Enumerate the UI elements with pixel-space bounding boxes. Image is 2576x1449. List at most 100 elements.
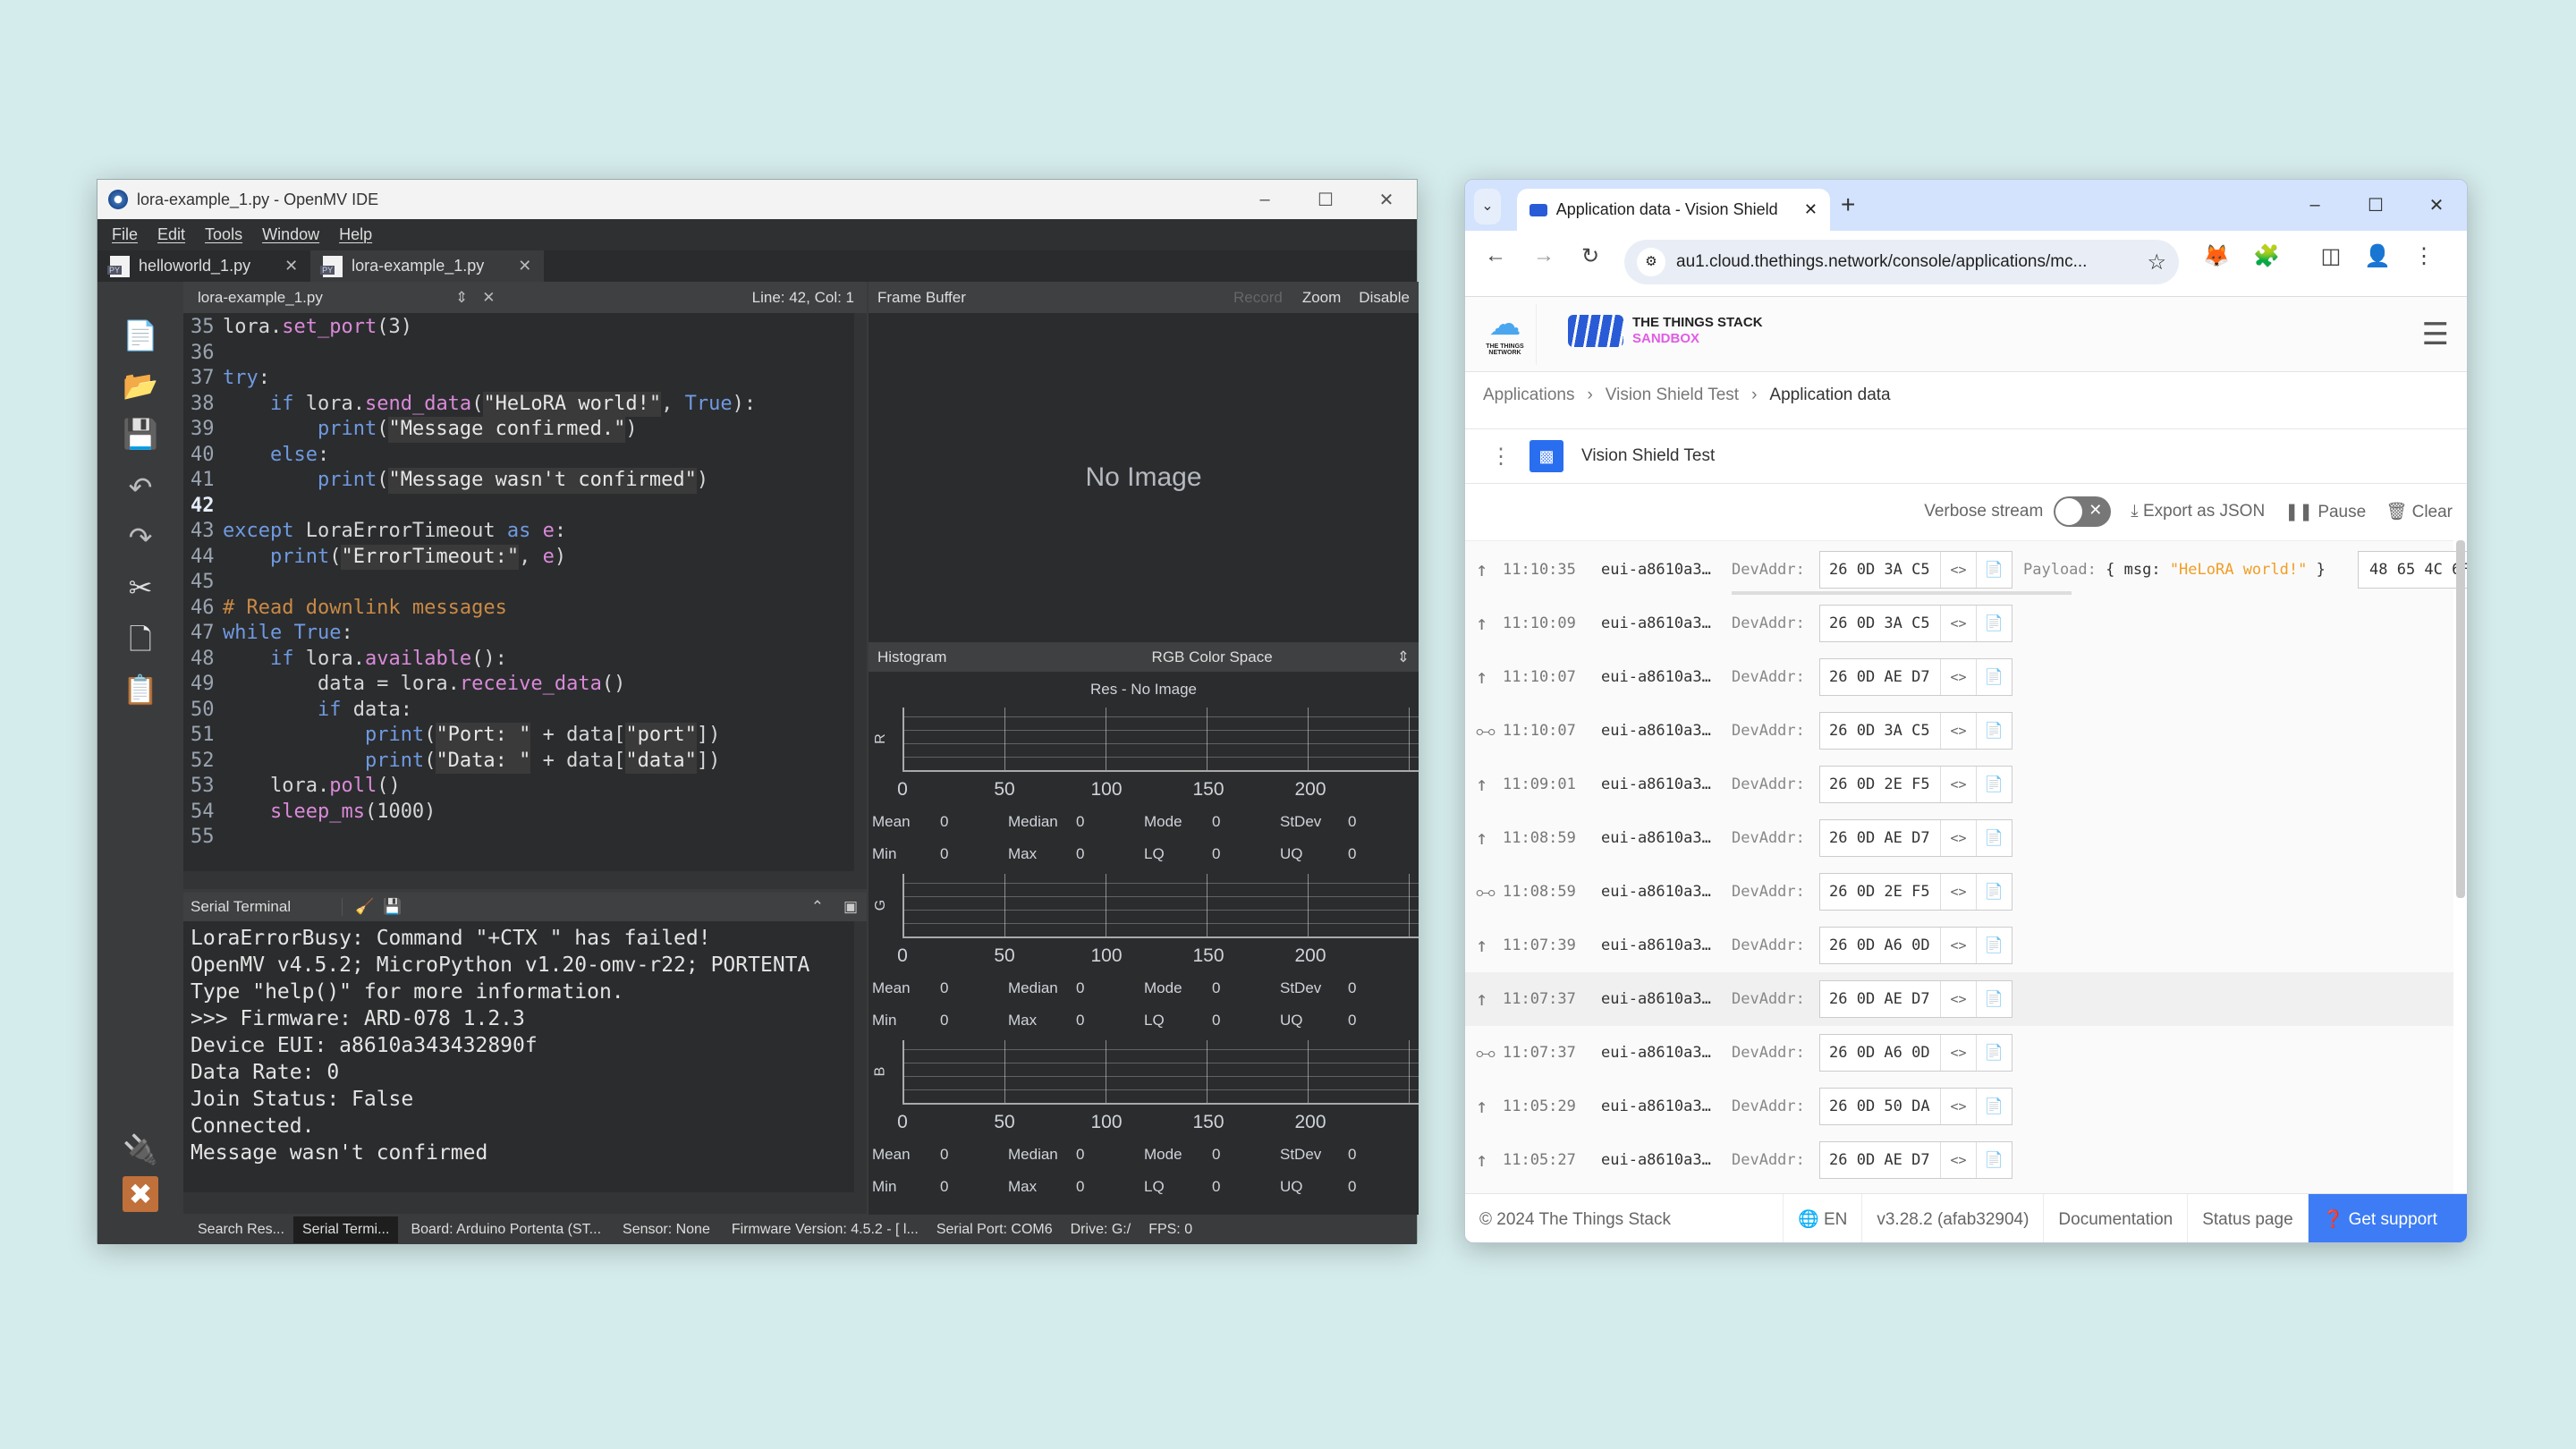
tab-close-icon[interactable]: ✕: [1803, 200, 1818, 218]
tab-helloworld[interactable]: helloworld_1.py ✕: [97, 250, 310, 282]
clear-terminal-icon[interactable]: 🧹: [355, 898, 375, 915]
serial-terminal-output[interactable]: LoraErrorBusy: Command "+CTX " has faile…: [183, 921, 854, 1192]
copy-icon[interactable]: 📄: [1984, 722, 2004, 740]
reload-icon[interactable]: ↻: [1580, 244, 1600, 268]
copy-icon[interactable]: 📄: [1984, 1044, 2004, 1062]
device-id[interactable]: eui-a8610a3…: [1601, 1044, 1711, 1062]
chrome-menu-icon[interactable]: ⋮: [2413, 244, 2435, 268]
tab-search-chevron-icon[interactable]: ⌄: [1474, 189, 1501, 225]
close-button[interactable]: ✕: [1378, 190, 1394, 210]
disable-button[interactable]: Disable: [1359, 288, 1410, 306]
tab-close-icon[interactable]: ✕: [518, 257, 532, 275]
device-id[interactable]: eui-a8610a3…: [1601, 614, 1711, 632]
event-row[interactable]: ↑ 11:10:07 eui-a8610a3… DevAddr: 26 0D AE D7…: [1465, 650, 2453, 704]
device-id[interactable]: eui-a8610a3…: [1601, 936, 1711, 954]
site-settings-icon[interactable]: ⚙: [1637, 248, 1665, 276]
event-row[interactable]: ↑ 11:10:09 eui-a8610a3… DevAddr: 26 0D 3A C5…: [1465, 597, 2453, 650]
copy-icon[interactable]: 📄: [1984, 1097, 2004, 1115]
terminal-vertical-scrollbar[interactable]: [854, 921, 867, 1192]
color-space-select[interactable]: RGB Color Space: [1151, 648, 1273, 665]
toggle-format-icon[interactable]: <>: [1941, 713, 1977, 749]
language-select[interactable]: 🌐 EN: [1784, 1193, 1863, 1242]
close-button[interactable]: ✕: [2428, 196, 2445, 216]
more-options-icon[interactable]: ⋮: [1490, 444, 1512, 469]
device-id[interactable]: eui-a8610a3…: [1601, 883, 1711, 901]
editor-file-name[interactable]: lora-example_1.py: [198, 288, 323, 306]
status-item[interactable]: Serial Termi...: [292, 1216, 399, 1243]
device-id[interactable]: eui-a8610a3…: [1601, 561, 1711, 579]
menu-edit[interactable]: Edit: [157, 225, 186, 243]
event-row[interactable]: ↑ 11:07:37 eui-a8610a3… DevAddr: 26 0D AE D7…: [1465, 972, 2453, 1026]
ttn-network-logo[interactable]: ☁ THE THINGS NETWORK: [1474, 304, 1537, 365]
close-editor-icon[interactable]: ✕: [482, 288, 496, 306]
pause-button[interactable]: ❚❚ Pause: [2284, 502, 2367, 521]
copy-icon[interactable]: 📄: [1984, 668, 2004, 686]
code-editor[interactable]: 35 lora. set_port (3) 36 37 try:38 if lora. sen…: [183, 313, 854, 871]
maximize-button[interactable]: ☐: [1318, 190, 1334, 210]
menu-window[interactable]: Window: [262, 225, 320, 243]
tab-close-icon[interactable]: ✕: [284, 257, 299, 275]
extensions-puzzle-icon[interactable]: 🧩: [2253, 244, 2280, 268]
event-row[interactable]: ↑ 11:05:27 eui-a8610a3… DevAddr: 26 0D AE D7…: [1465, 1133, 2453, 1187]
side-panel-icon[interactable]: ◫: [2320, 244, 2342, 268]
toggle-format-icon[interactable]: <>: [1941, 1089, 1977, 1124]
minimize-button[interactable]: –: [2309, 195, 2320, 215]
copy-icon[interactable]: 📄: [1984, 936, 2004, 954]
event-row[interactable]: ⧟ 11:08:59 eui-a8610a3… DevAddr: 26 0D 2E F5…: [1465, 865, 2453, 919]
new-tab-icon[interactable]: +: [1841, 191, 1856, 218]
tab-lora-example[interactable]: lora-example_1.py ✕: [310, 250, 545, 282]
event-row[interactable]: ↑ 11:08:59 eui-a8610a3… DevAddr: 26 0D AE D7…: [1465, 811, 2453, 865]
toggle-format-icon[interactable]: <>: [1941, 981, 1977, 1017]
device-id[interactable]: eui-a8610a3…: [1601, 1097, 1711, 1115]
file-switch-icon[interactable]: ⇕: [455, 288, 469, 306]
event-row[interactable]: ⧟ 11:10:07 eui-a8610a3… DevAddr: 26 0D 3A C5…: [1465, 704, 2453, 758]
toggle-format-icon[interactable]: <>: [1941, 552, 1977, 588]
toggle-format-icon[interactable]: <>: [1941, 874, 1977, 910]
device-id[interactable]: eui-a8610a3…: [1601, 722, 1711, 740]
copy-icon[interactable]: 📄: [1984, 775, 2004, 793]
redo-icon[interactable]: ↷: [128, 521, 153, 554]
hamburger-menu-icon[interactable]: ☰: [2421, 318, 2449, 352]
status-page-link[interactable]: Status page: [2188, 1193, 2309, 1242]
toggle-format-icon[interactable]: <>: [1941, 767, 1977, 802]
save-terminal-icon[interactable]: 💾: [383, 898, 402, 915]
menu-file[interactable]: File: [112, 225, 139, 243]
copy-icon[interactable]: 📄: [1984, 614, 2004, 632]
url-field[interactable]: ⚙ au1.cloud.thethings.network/console/ap…: [1624, 240, 2179, 284]
device-id[interactable]: eui-a8610a3…: [1601, 990, 1711, 1008]
copy-icon[interactable]: 🗋: [129, 623, 152, 656]
undo-icon[interactable]: ↶: [128, 471, 153, 504]
record-button[interactable]: Record: [1233, 288, 1283, 306]
back-icon[interactable]: ←: [1485, 243, 1506, 267]
device-id[interactable]: eui-a8610a3…: [1601, 775, 1711, 793]
extension-icon[interactable]: 🦊: [2203, 244, 2230, 268]
connect-plug-icon[interactable]: 🔌: [123, 1133, 158, 1165]
toggle-format-icon[interactable]: <>: [1941, 1142, 1977, 1178]
new-file-icon[interactable]: 📄: [123, 319, 158, 352]
dock-icon[interactable]: ▣: [843, 898, 858, 915]
event-list-scrollbar[interactable]: [2456, 540, 2465, 898]
toggle-format-icon[interactable]: <>: [1941, 659, 1977, 695]
device-id[interactable]: eui-a8610a3…: [1601, 1151, 1711, 1169]
save-icon[interactable]: 💾: [123, 418, 158, 450]
editor-horizontal-scrollbar[interactable]: [183, 871, 867, 889]
toggle-format-icon[interactable]: <>: [1941, 820, 1977, 856]
export-json-button[interactable]: ⤓ Export as JSON: [2131, 502, 2266, 521]
toggle-format-icon[interactable]: <>: [1941, 1035, 1977, 1071]
toggle-format-icon[interactable]: <>: [1941, 606, 1977, 641]
copy-icon[interactable]: 📄: [1984, 561, 2004, 579]
copy-icon[interactable]: 📄: [1984, 883, 2004, 901]
event-row[interactable]: ↑ 11:05:29 eui-a8610a3… DevAddr: 26 0D 50 DA…: [1465, 1080, 2453, 1133]
breadcrumb-applications[interactable]: Applications: [1483, 386, 1575, 404]
open-folder-icon[interactable]: 📂: [123, 369, 158, 402]
paste-icon[interactable]: 📋: [123, 674, 158, 706]
select-arrows-icon[interactable]: ⇕: [1396, 648, 1410, 665]
stop-disconnect-icon[interactable]: ✖: [123, 1176, 158, 1212]
menu-tools[interactable]: Tools: [205, 225, 243, 243]
clear-button[interactable]: 🗑 Clear: [2385, 503, 2453, 521]
collapse-icon[interactable]: ⌃: [810, 898, 824, 915]
menu-help[interactable]: Help: [339, 225, 373, 243]
event-row[interactable]: ↑ 11:09:01 eui-a8610a3… DevAddr: 26 0D 2E F5…: [1465, 758, 2453, 811]
device-id[interactable]: eui-a8610a3…: [1601, 829, 1711, 847]
copy-icon[interactable]: 📄: [1984, 1151, 2004, 1169]
